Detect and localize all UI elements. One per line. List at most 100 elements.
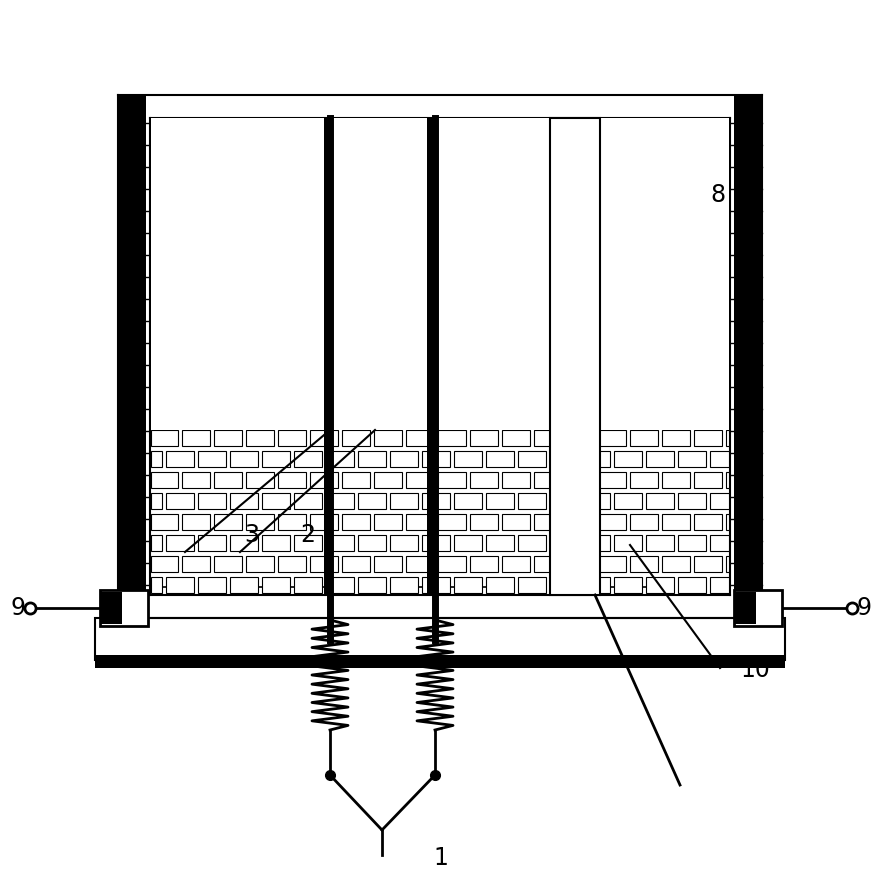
Bar — [118, 95, 146, 618]
Bar — [486, 451, 514, 467]
Bar — [454, 535, 482, 551]
Bar — [151, 493, 162, 509]
Bar — [502, 472, 530, 488]
Bar — [726, 430, 729, 446]
Text: 10: 10 — [740, 658, 770, 682]
Bar — [151, 451, 162, 467]
Bar — [262, 577, 290, 593]
Bar — [246, 430, 274, 446]
Bar — [166, 493, 194, 509]
Bar — [566, 472, 594, 488]
Bar — [374, 472, 402, 488]
Bar — [422, 535, 450, 551]
Bar — [262, 493, 290, 509]
Bar — [598, 472, 626, 488]
Bar — [598, 430, 626, 446]
Bar — [710, 577, 729, 593]
Bar — [406, 514, 434, 530]
Bar — [166, 451, 194, 467]
Bar — [502, 556, 530, 572]
Bar — [390, 451, 418, 467]
Bar — [614, 577, 642, 593]
Bar — [582, 451, 610, 467]
Bar — [566, 556, 594, 572]
Bar — [406, 472, 434, 488]
Bar — [438, 472, 466, 488]
Bar — [534, 556, 562, 572]
Bar — [95, 618, 785, 660]
Bar — [502, 430, 530, 446]
Bar — [534, 514, 562, 530]
Bar — [438, 514, 466, 530]
Bar — [470, 430, 498, 446]
Bar — [182, 514, 210, 530]
Bar — [342, 556, 370, 572]
Bar — [406, 430, 434, 446]
Bar — [246, 472, 274, 488]
Bar — [454, 577, 482, 593]
Bar — [262, 451, 290, 467]
Bar — [390, 577, 418, 593]
Bar — [262, 535, 290, 551]
Text: 9: 9 — [11, 596, 26, 620]
Bar — [214, 556, 242, 572]
Bar — [734, 95, 762, 618]
Bar — [326, 493, 354, 509]
Bar — [294, 577, 322, 593]
Bar — [326, 451, 354, 467]
Bar — [550, 577, 578, 593]
Bar — [486, 535, 514, 551]
Bar — [726, 514, 729, 530]
Bar — [422, 493, 450, 509]
Bar — [374, 514, 402, 530]
Bar — [198, 535, 226, 551]
Bar — [230, 451, 258, 467]
Bar — [630, 514, 658, 530]
Text: 2: 2 — [301, 523, 316, 547]
Bar — [438, 556, 466, 572]
Bar — [694, 514, 722, 530]
Bar — [518, 451, 546, 467]
Bar — [582, 535, 610, 551]
Bar — [294, 451, 322, 467]
Bar — [678, 493, 706, 509]
Bar — [630, 556, 658, 572]
Bar — [166, 577, 194, 593]
Bar — [198, 451, 226, 467]
Bar — [566, 430, 594, 446]
Bar — [710, 493, 729, 509]
Bar — [278, 514, 306, 530]
Bar — [310, 430, 338, 446]
Bar — [151, 514, 178, 530]
Bar — [100, 592, 122, 624]
Bar — [390, 535, 418, 551]
Bar — [100, 590, 148, 626]
Bar — [694, 472, 722, 488]
Bar — [427, 118, 435, 595]
Bar — [198, 493, 226, 509]
Bar — [246, 556, 274, 572]
Bar — [662, 472, 690, 488]
Bar — [358, 451, 386, 467]
Bar — [182, 472, 210, 488]
Bar — [406, 556, 434, 572]
Bar — [278, 430, 306, 446]
Bar — [678, 451, 706, 467]
Bar — [550, 451, 578, 467]
Bar — [438, 430, 466, 446]
Bar — [734, 592, 756, 624]
Bar — [726, 556, 729, 572]
Bar — [518, 493, 546, 509]
Bar — [358, 493, 386, 509]
Bar — [151, 577, 162, 593]
Bar — [614, 493, 642, 509]
Bar — [95, 655, 785, 668]
Bar — [230, 535, 258, 551]
Bar — [454, 451, 482, 467]
Bar — [422, 451, 450, 467]
Bar — [630, 430, 658, 446]
Bar — [230, 577, 258, 593]
Bar — [374, 430, 402, 446]
Bar — [694, 430, 722, 446]
Bar — [214, 472, 242, 488]
